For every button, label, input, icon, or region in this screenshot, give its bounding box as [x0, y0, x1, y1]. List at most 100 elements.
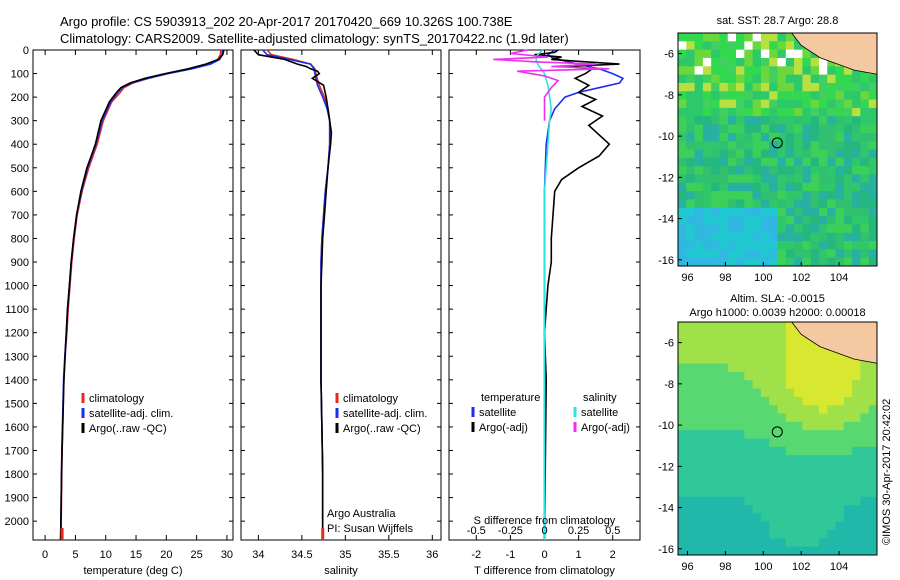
map-cell	[868, 463, 878, 473]
map-cell	[868, 405, 878, 415]
map-cell	[686, 166, 696, 175]
map-cell	[744, 471, 754, 481]
map-cell	[744, 380, 754, 390]
map-cell	[777, 413, 787, 423]
map-cell	[810, 107, 820, 117]
map-cell	[719, 241, 729, 250]
map-cell	[810, 66, 820, 76]
map-cell	[810, 132, 820, 142]
map-cell	[727, 132, 737, 142]
map-cell	[694, 82, 704, 92]
map-cell	[785, 463, 795, 473]
map-cell	[694, 33, 704, 42]
map-cell	[686, 480, 696, 489]
map-cell	[810, 455, 820, 464]
map-cell	[727, 505, 737, 514]
map-cell	[843, 455, 853, 464]
map-cell	[827, 199, 837, 209]
map-cell	[777, 463, 787, 473]
map-cell	[810, 421, 820, 431]
map-cell	[711, 141, 720, 150]
legend-title-salinity: salinity	[583, 392, 617, 404]
map-cell	[827, 421, 837, 431]
map-cell	[785, 149, 795, 159]
map-cell	[835, 132, 845, 142]
x-tick-label: 15	[130, 549, 142, 561]
map-cell	[802, 480, 812, 489]
map-cell	[769, 107, 778, 117]
y-tick-label: -12	[658, 461, 674, 473]
panel-frame	[32, 49, 234, 541]
map-cell	[852, 471, 861, 481]
map-cell	[736, 346, 745, 356]
map-cell	[686, 330, 696, 340]
map-cell	[736, 496, 745, 506]
map-cell	[835, 257, 845, 267]
map-cell	[727, 388, 737, 398]
map-cell	[727, 513, 737, 523]
map-cell	[678, 49, 687, 59]
legend-label: satellite	[479, 407, 516, 419]
map-cell	[686, 232, 696, 242]
map-cell	[752, 446, 762, 456]
map-cell	[694, 380, 704, 390]
x-tick-label: 36	[426, 549, 438, 561]
map-cell	[686, 241, 696, 250]
map-cell	[794, 530, 803, 539]
map-cell	[744, 124, 754, 134]
map-cell	[860, 471, 870, 481]
map-cell	[785, 446, 795, 456]
map-cell	[827, 496, 837, 506]
map-cell	[843, 480, 853, 489]
map-cell	[777, 216, 787, 225]
map-cell	[711, 355, 720, 365]
map-cell	[843, 371, 853, 381]
map-cell	[843, 132, 853, 142]
map-cell	[794, 57, 803, 67]
map-cell	[694, 257, 704, 267]
x-tick-label: 5	[72, 549, 78, 561]
map-cell	[818, 505, 828, 514]
map-cell	[686, 157, 696, 167]
map-cell	[777, 371, 787, 381]
map-cell	[719, 546, 729, 556]
map-cell	[785, 488, 795, 498]
map-cell	[719, 49, 729, 59]
map-cell	[719, 91, 729, 101]
map-cell	[785, 232, 795, 242]
map-cell	[852, 191, 861, 200]
map-cell	[736, 471, 745, 481]
map-cell	[694, 396, 704, 406]
map-cell	[802, 224, 812, 234]
map-cell	[686, 471, 696, 481]
map-cell	[794, 216, 803, 225]
map-cell	[694, 132, 704, 142]
series-argo-raw-qc-	[59, 49, 225, 541]
title-line-2: Climatology: CARS2009. Satellite-adjuste…	[60, 31, 569, 46]
map-cell	[777, 124, 787, 134]
map-cell	[686, 355, 696, 365]
map-cell	[678, 33, 687, 42]
map-cell	[752, 191, 762, 200]
map-cell	[818, 413, 828, 423]
map-cell	[702, 380, 712, 390]
x-tick-label: 100	[754, 561, 772, 573]
map-cell	[827, 388, 837, 398]
top-tick-label: -0.25	[498, 525, 523, 537]
x-tick-label: 34.5	[291, 549, 312, 561]
map-cell	[744, 413, 754, 423]
series-argo-raw-qc-	[253, 49, 333, 540]
map-cell	[794, 505, 803, 514]
map-cell	[835, 241, 845, 250]
y-tick-label: -10	[658, 420, 674, 432]
map-cell	[744, 141, 754, 150]
map-cell	[727, 430, 737, 439]
map-cell	[835, 66, 845, 76]
map-title-sla: Altim. SLA: -0.0015	[730, 293, 825, 305]
map-cell	[760, 82, 770, 92]
map-cell	[802, 107, 812, 117]
map-cell	[827, 446, 837, 456]
map-cell	[702, 224, 712, 234]
map-cell	[736, 257, 745, 267]
map-cell	[769, 74, 778, 84]
